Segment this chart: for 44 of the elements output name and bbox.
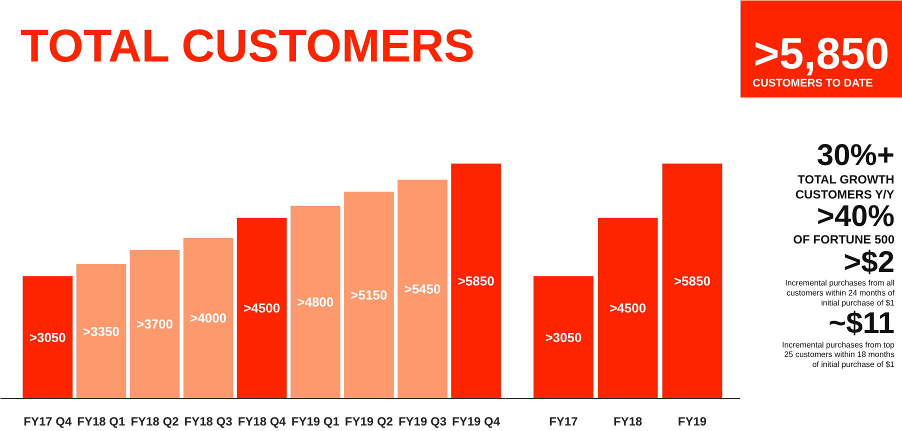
data-label: >4800 — [297, 294, 334, 310]
text: 30%+ — [816, 139, 895, 172]
text: Incremental purchases from top 25 customers within 18 months of initial purchase of $1 — [782, 340, 896, 370]
x-tick-label: FY19 Q3 — [398, 414, 447, 428]
data-label: >5850 — [674, 274, 710, 289]
text: ~$11 — [828, 307, 895, 340]
data-label: >3050 — [545, 330, 582, 345]
x-tick-label: FY18 Q1 — [77, 414, 126, 428]
text: >5,850 — [754, 30, 890, 79]
x-tick-label: FY19 Q2 — [344, 414, 394, 428]
text: >$2 — [844, 246, 894, 280]
x-tick-label: FY19 — [678, 414, 707, 428]
x-tick-label: FY17 Q4 — [24, 414, 72, 428]
x-tick-label: FY18 Q4 — [238, 414, 286, 428]
text: TOTAL GROWTH CUSTOMERS Y/Y — [795, 172, 894, 202]
bar — [183, 238, 234, 398]
text: >40% — [816, 200, 895, 233]
text: OF FORTUNE 500 — [793, 232, 895, 246]
text: Incremental purchases from all customers within 24 months of initial purchase of $1 — [785, 278, 896, 308]
data-label: >3050 — [29, 330, 66, 345]
data-label: >5850 — [458, 274, 494, 289]
bar — [130, 250, 180, 398]
data-label: >4500 — [244, 300, 280, 316]
data-label: >4500 — [610, 300, 646, 316]
data-label: >3350 — [82, 324, 120, 339]
data-label: >3700 — [136, 316, 173, 332]
bar — [76, 264, 126, 398]
data-label: >4000 — [190, 310, 227, 326]
text: CUSTOMERS TO DATE — [752, 78, 873, 90]
x-tick-label: FY19 Q4 — [452, 414, 500, 428]
x-tick-label: FY18 Q3 — [184, 414, 233, 428]
data-label: >5150 — [350, 288, 388, 303]
x-tick-label: FY17 — [549, 414, 578, 428]
bar — [451, 164, 501, 398]
bar — [22, 276, 73, 398]
bar — [344, 192, 394, 398]
data-label: >5450 — [404, 282, 441, 297]
x-tick-label: FY19 Q1 — [291, 414, 340, 428]
x-tick-label: FY18 Q2 — [130, 414, 180, 428]
bar — [236, 218, 287, 398]
chart-title: TOTAL CUSTOMERS — [20, 20, 475, 72]
bar — [290, 206, 340, 398]
bar — [398, 180, 448, 398]
x-tick-label: FY18 — [613, 414, 642, 428]
